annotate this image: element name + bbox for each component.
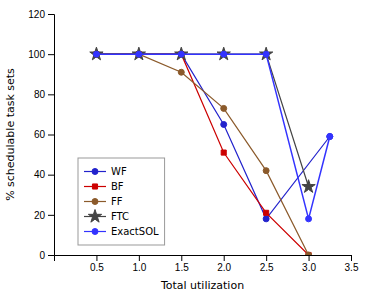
x-tick-label: 3.5 — [345, 262, 359, 273]
legend-item: FTC — [84, 210, 129, 223]
x-tick: 1.5 — [175, 255, 189, 273]
series-marker — [263, 51, 269, 57]
y-tick: 100 — [28, 49, 54, 60]
legend-marker — [92, 229, 98, 235]
series-marker — [136, 52, 141, 57]
x-tick-mark — [309, 255, 310, 261]
legend-label: BF — [111, 181, 124, 192]
series-marker — [221, 51, 227, 57]
x-tick-mark — [224, 255, 225, 261]
series-marker — [136, 51, 142, 57]
y-tick: 60 — [34, 129, 54, 140]
y-axis: 0 20 40 60 80 100 120 — [28, 9, 54, 261]
x-tick: 2.5 — [260, 255, 274, 273]
y-tick-label: 80 — [34, 89, 46, 100]
y-tick-mark — [48, 215, 54, 216]
series-marker — [136, 51, 142, 57]
series-marker — [306, 216, 312, 222]
x-axis: 0.5 1.0 1.5 2.0 2.5 3.0 3.5 — [55, 255, 359, 273]
x-tick-label: 3.0 — [302, 262, 316, 273]
series-marker — [327, 134, 333, 140]
series-marker — [178, 51, 184, 57]
y-tick-mark — [48, 175, 54, 176]
legend-item: ExactSOL — [84, 226, 159, 237]
y-tick: 120 — [28, 9, 54, 20]
legend-item: FF — [84, 196, 123, 207]
legend-item: BF — [84, 181, 124, 192]
series-marker — [327, 134, 333, 140]
legend-item: WF — [84, 166, 127, 177]
series-marker — [178, 51, 184, 57]
series-marker — [263, 168, 269, 174]
y-tick-mark — [48, 14, 54, 15]
y-tick-mark — [48, 135, 54, 136]
x-tick: 1.0 — [132, 255, 146, 273]
x-tick-label: 2.0 — [217, 262, 231, 273]
legend-label: ExactSOL — [111, 226, 159, 237]
series-marker — [136, 51, 142, 57]
y-tick: 80 — [34, 89, 54, 100]
x-tick-mark — [351, 255, 352, 261]
series-marker — [178, 69, 184, 75]
x-tick-mark — [266, 255, 267, 261]
legend-label: FF — [111, 196, 123, 207]
series-marker — [93, 51, 99, 57]
y-tick: 40 — [34, 169, 54, 180]
y-tick-mark — [48, 94, 54, 95]
x-tick-label: 1.5 — [175, 262, 189, 273]
legend-label: WF — [111, 166, 127, 177]
y-tick: 0 — [39, 250, 54, 261]
x-tick-mark — [181, 255, 182, 261]
x-tick: 3.5 — [345, 255, 359, 273]
series-marker — [264, 210, 269, 215]
legend-frame — [78, 158, 165, 245]
series-marker — [93, 51, 99, 57]
x-tick: 0.5 — [90, 255, 104, 273]
x-axis-title: Total utilization — [160, 279, 244, 292]
y-tick-label: 60 — [34, 129, 46, 140]
legend-marker — [92, 169, 98, 175]
series-marker — [263, 216, 269, 222]
chart: 0.5 1.0 1.5 2.0 2.5 3.0 3.5 0 20 40 60 80 100 120 Tota… — [0, 0, 367, 297]
series-marker — [302, 180, 315, 193]
y-tick-label: 40 — [34, 169, 46, 180]
x-tick: 3.0 — [302, 255, 316, 273]
series-marker — [221, 150, 226, 155]
y-axis-line — [48, 15, 55, 256]
x-tick-label: 2.5 — [260, 262, 274, 273]
legend: WF BF FF FTC ExactSOL — [78, 158, 165, 245]
x-tick-label: 0.5 — [90, 262, 104, 273]
series-marker — [306, 252, 312, 255]
legend-marker — [92, 184, 97, 189]
x-axis-line — [55, 256, 352, 262]
series-marker — [93, 51, 99, 57]
y-tick-label: 20 — [34, 210, 46, 221]
y-tick-label: 100 — [28, 49, 45, 60]
x-tick-mark — [139, 255, 140, 261]
series-marker — [221, 121, 227, 127]
series-marker — [306, 252, 311, 255]
y-tick-mark — [48, 255, 54, 256]
series-marker — [94, 52, 99, 57]
series-marker — [221, 105, 227, 111]
legend-marker — [88, 210, 101, 223]
x-tick-mark — [96, 255, 97, 261]
y-axis-title: % schedulable task sets — [4, 68, 17, 201]
y-tick-label: 120 — [28, 9, 45, 20]
legend-label: FTC — [111, 211, 129, 222]
y-tick-label: 0 — [39, 250, 45, 261]
series-marker — [179, 52, 184, 57]
x-tick: 2.0 — [217, 255, 231, 273]
y-tick: 20 — [34, 210, 54, 221]
y-tick-mark — [48, 54, 54, 55]
legend-marker — [92, 199, 98, 205]
x-tick-label: 1.0 — [132, 262, 146, 273]
